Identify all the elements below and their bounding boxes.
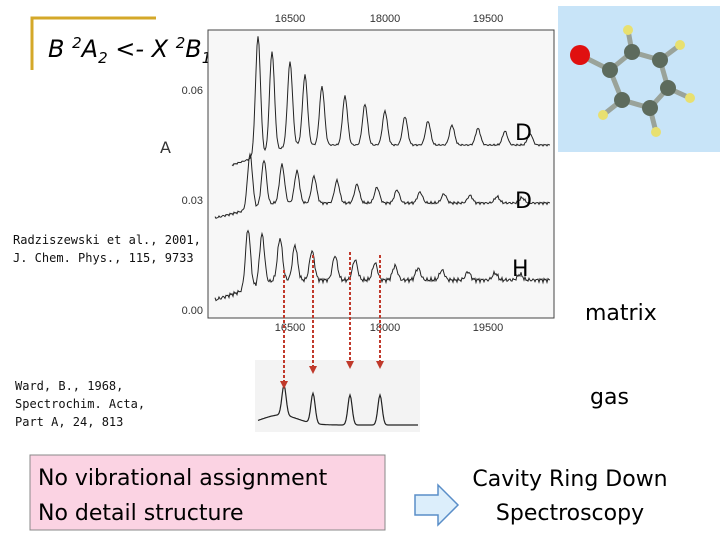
reference: Ward, B., 1968, (15, 379, 123, 393)
reference: Spectrochim. Acta, (15, 397, 145, 411)
title-sub: 1 (202, 49, 212, 67)
title-part: B (185, 35, 201, 63)
spectrum-trace (214, 152, 550, 219)
gas-label: gas (590, 385, 629, 410)
title-part: <- X (108, 35, 176, 63)
top-tick-label: 18000 (370, 13, 401, 25)
trace-label: H (512, 257, 529, 282)
title-part: B (48, 35, 72, 63)
matrix-label: matrix (585, 301, 657, 326)
bottom-tick-label: 16500 (275, 322, 306, 334)
y-tick-label: 0.06 (182, 85, 203, 97)
title-part: A (80, 35, 98, 63)
y-tick-label: 0.00 (182, 305, 203, 317)
trace-label: D (515, 189, 532, 214)
problem-text: No vibrational assignment (38, 466, 328, 491)
bottom-tick-label: 19500 (473, 322, 504, 334)
title-frame (30, 16, 156, 70)
problems-box (29, 454, 386, 531)
reference: Part A, 24, 813 (15, 415, 123, 429)
bottom-tick-label: 18000 (370, 322, 401, 334)
title-sub: 2 (98, 49, 108, 67)
spectrum-trace (214, 229, 550, 302)
gas-spectrum-bg (255, 360, 420, 432)
spectrum-trace (231, 36, 550, 167)
y-tick-label: 0.03 (182, 195, 203, 207)
trace-label: A (160, 138, 171, 157)
reference: J. Chem. Phys., 115, 9733 (13, 251, 194, 265)
correlation-arrows (280, 252, 384, 389)
method-text: Cavity Ring Down (472, 467, 667, 492)
slide-title: B 2A2 <- X 2B1 (48, 34, 211, 67)
problem-text: No detail structure (38, 501, 244, 526)
title-sup: 2 (176, 34, 186, 52)
top-tick-label: 16500 (275, 13, 306, 25)
block-arrow (414, 483, 460, 527)
molecule-image (558, 6, 720, 152)
title-sup: 2 (72, 34, 82, 52)
molecule-bg (558, 6, 720, 152)
reference: Radziszewski et al., 2001, (13, 233, 201, 247)
method-text: Spectroscopy (496, 501, 644, 526)
matrix-spectrum: 16500 18000 19500 16500 18000 19500 0.06… (182, 13, 555, 334)
top-tick-label: 19500 (473, 13, 504, 25)
trace-label: D (515, 121, 532, 146)
